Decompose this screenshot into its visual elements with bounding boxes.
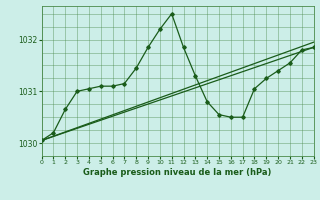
X-axis label: Graphe pression niveau de la mer (hPa): Graphe pression niveau de la mer (hPa) [84, 168, 272, 177]
